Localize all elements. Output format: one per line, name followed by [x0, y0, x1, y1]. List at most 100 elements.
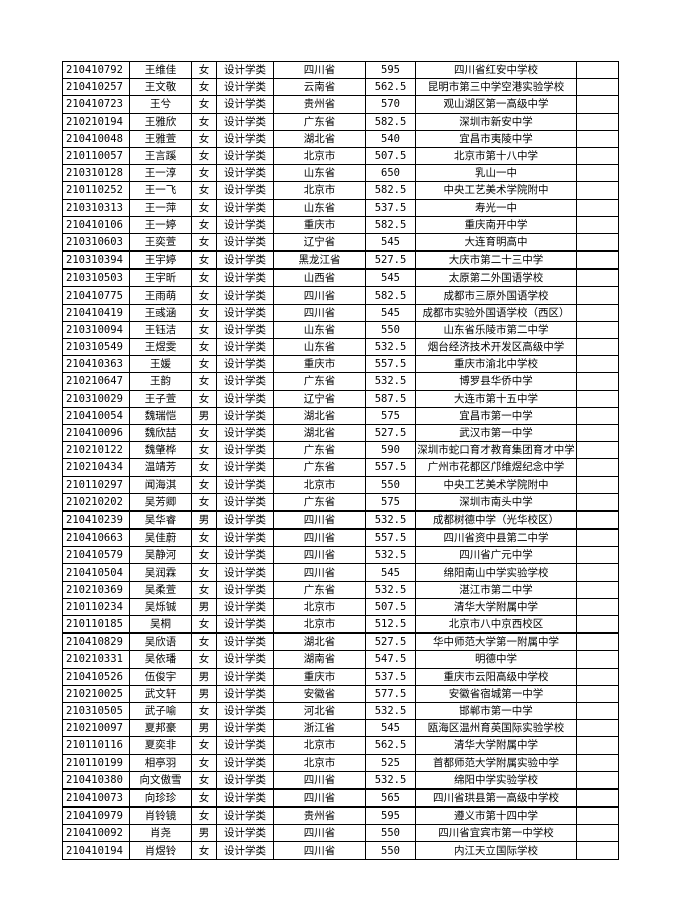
- school-cell: 深圳市南头中学: [415, 492, 577, 512]
- student-id-cell: 210110252: [62, 181, 130, 200]
- province-cell: 重庆市: [273, 667, 366, 686]
- student-id-cell: 210410579: [62, 546, 130, 565]
- gender-cell: 女: [191, 286, 217, 305]
- score-cell: 545: [365, 563, 416, 582]
- empty-cell: [576, 181, 619, 200]
- province-cell: 北京市: [273, 597, 366, 617]
- school-cell: 湛江市第二中学: [415, 580, 577, 599]
- province-cell: 北京市: [273, 475, 366, 494]
- student-id-cell: 210210331: [62, 650, 130, 669]
- score-cell: 527.5: [365, 423, 416, 443]
- table-row: 210310394 王宇婷女设计学类 黑龙江省 527.5 大庆市第二十三中学: [62, 250, 619, 270]
- gender-cell: 女: [191, 95, 217, 114]
- province-cell: 四川省: [273, 787, 366, 808]
- student-name-cell: 王一婷: [129, 215, 192, 234]
- table-row: 210310549 王煜雯女设计学类 山东省 532.5 烟台经济技术开发区高级中学: [62, 337, 619, 357]
- table-row: 210410579 吴静河女设计学类 四川省 532.5 四川省广元中学: [62, 546, 619, 565]
- table-row: 210410419 王彧涵女设计学类 四川省 545 成都市实验外国语学校（西区）: [62, 303, 619, 322]
- student-id-cell: 210210025: [62, 684, 130, 703]
- table-row: 210110252 王一飞女设计学类 北京市 582.5 中央工艺美术学院附中: [62, 181, 619, 200]
- major-category-cell: 设计学类: [216, 286, 274, 305]
- province-cell: 广东省: [273, 580, 366, 599]
- table-row: 210410096 魏欣喆女设计学类 湖北省 527.5 武汉市第一中学: [62, 423, 619, 443]
- score-cell: 577.5: [365, 684, 416, 703]
- student-name-cell: 肖尧: [129, 824, 192, 843]
- table-row: 210110185 吴桐女设计学类 北京市 512.5 北京市八中京西校区: [62, 615, 619, 634]
- gender-cell: 女: [191, 841, 217, 860]
- school-cell: 内江天立国际学校: [415, 841, 577, 860]
- gender-cell: 女: [191, 632, 217, 652]
- gender-cell: 女: [191, 736, 217, 755]
- empty-cell: [576, 303, 619, 322]
- major-category-cell: 设计学类: [216, 787, 274, 808]
- school-cell: 观山湖区第一高级中学: [415, 95, 577, 114]
- gender-cell: 女: [191, 492, 217, 512]
- score-cell: 525: [365, 753, 416, 772]
- empty-cell: [576, 632, 619, 652]
- major-category-cell: 设计学类: [216, 492, 274, 512]
- table-row: 210210194 王雅欣女设计学类 广东省 582.5 深圳市新安中学: [62, 112, 619, 131]
- province-cell: 北京市: [273, 753, 366, 772]
- admission-list-table: 210410792 王维佳女设计学类 四川省 595 四川省红安中学校 210410257…: [62, 60, 619, 860]
- empty-cell: [576, 475, 619, 494]
- score-cell: 575: [365, 406, 416, 425]
- student-name-cell: 吴华睿: [129, 509, 192, 530]
- table-row: 210210369 吴柔萱女设计学类 广东省 532.5 湛江市第二中学: [62, 580, 619, 599]
- score-cell: 562.5: [365, 736, 416, 755]
- student-name-cell: 吴欣语: [129, 632, 192, 652]
- student-id-cell: 210410419: [62, 303, 130, 322]
- student-id-cell: 210310094: [62, 320, 130, 340]
- major-category-cell: 设计学类: [216, 580, 274, 599]
- gender-cell: 男: [191, 406, 217, 425]
- student-id-cell: 210110297: [62, 475, 130, 494]
- province-cell: 北京市: [273, 615, 366, 634]
- empty-cell: [576, 60, 619, 80]
- score-cell: 557.5: [365, 528, 416, 548]
- table-row: 210410380 向文傲雪女设计学类 四川省 532.5 绵阳中学实验学校: [62, 770, 619, 790]
- major-category-cell: 设计学类: [216, 475, 274, 494]
- empty-cell: [576, 441, 619, 460]
- major-category-cell: 设计学类: [216, 528, 274, 548]
- empty-cell: [576, 615, 619, 634]
- gender-cell: 女: [191, 528, 217, 548]
- school-cell: 北京市八中京西校区: [415, 615, 577, 634]
- student-name-cell: 王文敬: [129, 78, 192, 97]
- gender-cell: 女: [191, 806, 217, 826]
- province-cell: 广东省: [273, 112, 366, 131]
- province-cell: 四川省: [273, 509, 366, 530]
- empty-cell: [576, 250, 619, 270]
- gender-cell: 女: [191, 303, 217, 322]
- score-cell: 562.5: [365, 78, 416, 97]
- student-id-cell: 210410979: [62, 806, 130, 826]
- student-name-cell: 王彧涵: [129, 303, 192, 322]
- student-id-cell: 210410792: [62, 60, 130, 80]
- table-row: 210210122 魏肇桦女设计学类 广东省 590 深圳市蛇口育才教育集团育才中学: [62, 441, 619, 460]
- school-cell: 四川省红安中学校: [415, 60, 577, 80]
- student-name-cell: 王一飞: [129, 181, 192, 200]
- gender-cell: 男: [191, 597, 217, 617]
- table-row: 210410257 王文敬女设计学类 云南省 562.5 昆明市第三中学空港实验学校: [62, 78, 619, 97]
- gender-cell: 女: [191, 372, 217, 391]
- empty-cell: [576, 597, 619, 617]
- school-cell: 武汉市第一中学: [415, 423, 577, 443]
- school-cell: 北京市第十八中学: [415, 146, 577, 166]
- empty-cell: [576, 563, 619, 582]
- province-cell: 贵州省: [273, 95, 366, 114]
- province-cell: 山西省: [273, 268, 366, 288]
- major-category-cell: 设计学类: [216, 597, 274, 617]
- gender-cell: 女: [191, 129, 217, 148]
- student-id-cell: 210110185: [62, 615, 130, 634]
- student-id-cell: 210410054: [62, 406, 130, 425]
- gender-cell: 女: [191, 753, 217, 772]
- student-name-cell: 王钰洁: [129, 320, 192, 340]
- empty-cell: [576, 198, 619, 217]
- student-id-cell: 210310313: [62, 198, 130, 217]
- table-row: 210410723 王兮女设计学类 贵州省 570 观山湖区第一高级中学: [62, 95, 619, 114]
- student-id-cell: 210210202: [62, 492, 130, 512]
- empty-cell: [576, 824, 619, 843]
- province-cell: 北京市: [273, 736, 366, 755]
- student-id-cell: 210110116: [62, 736, 130, 755]
- major-category-cell: 设计学类: [216, 268, 274, 288]
- score-cell: 537.5: [365, 667, 416, 686]
- table-row: 210310603 王奕萱女设计学类 辽宁省 545 大连育明高中: [62, 232, 619, 252]
